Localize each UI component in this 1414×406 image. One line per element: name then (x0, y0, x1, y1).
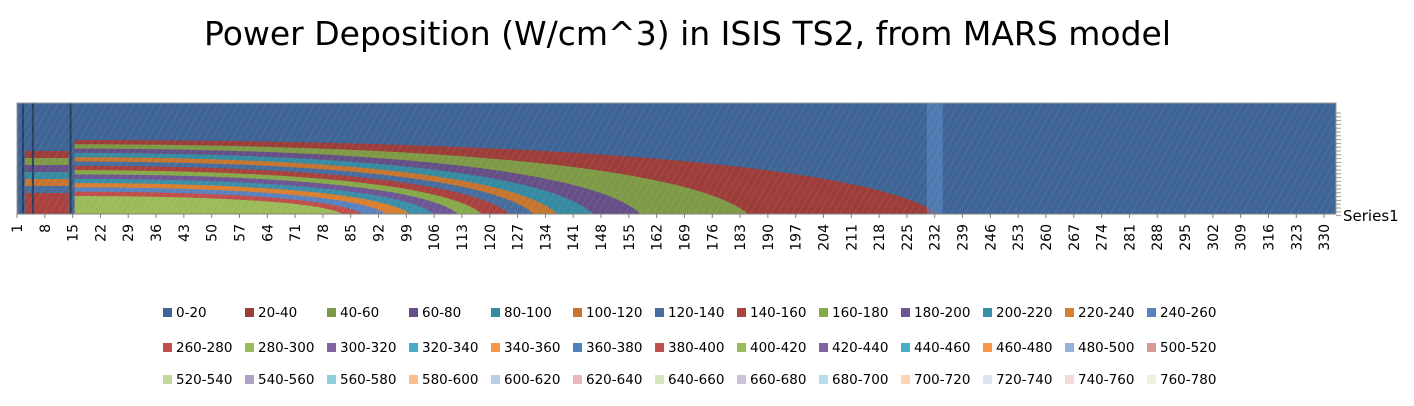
x-tick-label: 106 (427, 224, 443, 251)
x-tick-label: 281 (1122, 224, 1138, 251)
x-tick-label: 64 (260, 224, 276, 242)
x-tick-label: 239 (956, 224, 972, 251)
x-tick-label: 113 (455, 224, 471, 251)
x-tick-label: 267 (1067, 224, 1083, 251)
x-tick-label: 120 (483, 224, 499, 251)
x-tick-label: 211 (844, 224, 860, 251)
x-tick-label: 99 (399, 224, 415, 242)
x-tick-label: 50 (205, 224, 221, 242)
x-tick-label: 302 (1206, 224, 1222, 251)
x-tick-label: 225 (900, 224, 916, 251)
x-tick-label: 309 (1234, 224, 1250, 251)
x-tick-label: 1 (10, 224, 26, 233)
x-tick-label: 295 (1178, 224, 1194, 251)
x-tick-label: 29 (121, 224, 137, 242)
x-tick-label: 274 (1095, 224, 1111, 251)
x-tick-label: 155 (622, 224, 638, 251)
x-tick-label: 57 (232, 224, 248, 242)
x-tick-label: 232 (928, 224, 944, 251)
x-tick-label: 169 (677, 224, 693, 251)
x-tick-label: 15 (66, 224, 82, 242)
chart-title: Power Deposition (W/cm^3) in ISIS TS2, f… (203, 14, 1172, 53)
x-tick-label: 85 (344, 224, 360, 242)
x-tick-label: 330 (1317, 224, 1333, 251)
x-tick-label: 148 (594, 224, 610, 251)
x-tick-label: 8 (38, 224, 54, 233)
x-tick-label: 218 (872, 224, 888, 251)
x-tick-label: 183 (733, 224, 749, 251)
x-tick-label: 43 (177, 224, 193, 242)
x-tick-label: 176 (705, 224, 721, 251)
x-axis: 1 8 15 22 29 36 43 50 57 64 71 78 85 92 99 106 113 120 127… (10, 213, 1336, 251)
x-tick-label: 162 (650, 224, 666, 251)
x-tick-label: 141 (566, 224, 582, 251)
x-tick-label: 190 (761, 224, 777, 251)
x-tick-label: 134 (538, 224, 554, 251)
x-tick-label: 260 (1039, 224, 1055, 251)
x-tick-label: 253 (1011, 224, 1027, 251)
surface-texture (17, 103, 1336, 214)
series-label: Series1 (1343, 207, 1399, 225)
x-tick-label: 127 (511, 224, 527, 251)
x-tick-label: 78 (316, 224, 332, 242)
x-tick-label: 288 (1150, 224, 1166, 251)
x-tick-label: 71 (288, 224, 304, 242)
x-tick-label: 246 (983, 224, 999, 251)
plot-area (16, 102, 1337, 215)
x-tick-label: 197 (789, 224, 805, 251)
x-tick-label: 323 (1289, 224, 1305, 251)
x-tick-label: 316 (1261, 224, 1277, 251)
series-axis: Series1 (1335, 103, 1399, 225)
x-tick-label: 36 (149, 224, 165, 242)
x-tick-label: 204 (816, 224, 832, 251)
x-tick-label: 22 (93, 224, 109, 242)
x-tick-label: 92 (372, 224, 388, 242)
